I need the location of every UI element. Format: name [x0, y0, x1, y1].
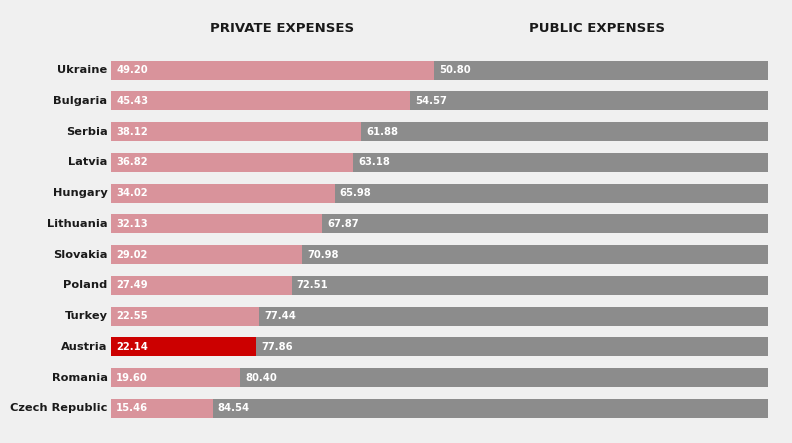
Text: 67.87: 67.87 — [327, 219, 359, 229]
Bar — [257, 337, 768, 356]
Text: Hungary: Hungary — [53, 188, 108, 198]
Text: Romania: Romania — [51, 373, 108, 383]
Text: Czech Republic: Czech Republic — [10, 404, 108, 413]
Bar — [111, 368, 240, 387]
Text: Bulgaria: Bulgaria — [54, 96, 108, 106]
Text: 49.20: 49.20 — [116, 65, 148, 75]
Text: 27.49: 27.49 — [116, 280, 148, 290]
Text: 22.14: 22.14 — [116, 342, 148, 352]
Bar — [361, 122, 768, 141]
Bar — [111, 337, 257, 356]
Bar — [291, 276, 768, 295]
Bar — [111, 91, 409, 110]
Text: 61.88: 61.88 — [367, 127, 398, 136]
Text: 77.86: 77.86 — [261, 342, 293, 352]
Text: Serbia: Serbia — [66, 127, 108, 136]
Text: 65.98: 65.98 — [340, 188, 371, 198]
Bar — [111, 61, 434, 80]
Bar — [111, 399, 212, 418]
Text: Ukraine: Ukraine — [57, 65, 108, 75]
Text: Poland: Poland — [63, 280, 108, 290]
Text: 29.02: 29.02 — [116, 249, 147, 260]
Text: Austria: Austria — [61, 342, 108, 352]
Text: Latvia: Latvia — [68, 157, 108, 167]
Bar — [212, 399, 768, 418]
Bar — [334, 183, 768, 202]
Text: 45.43: 45.43 — [116, 96, 148, 106]
Bar — [240, 368, 768, 387]
Bar — [434, 61, 768, 80]
Text: Slovakia: Slovakia — [53, 249, 108, 260]
Bar — [259, 307, 768, 326]
Text: 19.60: 19.60 — [116, 373, 148, 383]
Bar — [111, 214, 322, 233]
Text: 34.02: 34.02 — [116, 188, 148, 198]
Text: 22.55: 22.55 — [116, 311, 148, 321]
Text: PRIVATE EXPENSES: PRIVATE EXPENSES — [210, 22, 354, 35]
Bar — [111, 122, 361, 141]
Text: 38.12: 38.12 — [116, 127, 148, 136]
Text: 36.82: 36.82 — [116, 157, 148, 167]
Text: 70.98: 70.98 — [307, 249, 338, 260]
Bar — [111, 245, 302, 264]
Text: 80.40: 80.40 — [245, 373, 276, 383]
Text: Turkey: Turkey — [65, 311, 108, 321]
Text: 72.51: 72.51 — [297, 280, 329, 290]
Bar — [111, 307, 259, 326]
Text: 77.44: 77.44 — [265, 311, 296, 321]
Text: 32.13: 32.13 — [116, 219, 148, 229]
Bar — [302, 245, 768, 264]
Bar — [353, 153, 768, 172]
Text: 84.54: 84.54 — [218, 404, 250, 413]
Text: PUBLIC EXPENSES: PUBLIC EXPENSES — [529, 22, 665, 35]
Bar — [409, 91, 768, 110]
Text: 63.18: 63.18 — [358, 157, 390, 167]
Text: Lithuania: Lithuania — [47, 219, 108, 229]
Text: 50.80: 50.80 — [440, 65, 471, 75]
Bar — [322, 214, 768, 233]
Bar — [111, 183, 334, 202]
Bar — [111, 153, 353, 172]
Bar — [111, 276, 291, 295]
Text: 15.46: 15.46 — [116, 404, 148, 413]
Text: 54.57: 54.57 — [415, 96, 447, 106]
